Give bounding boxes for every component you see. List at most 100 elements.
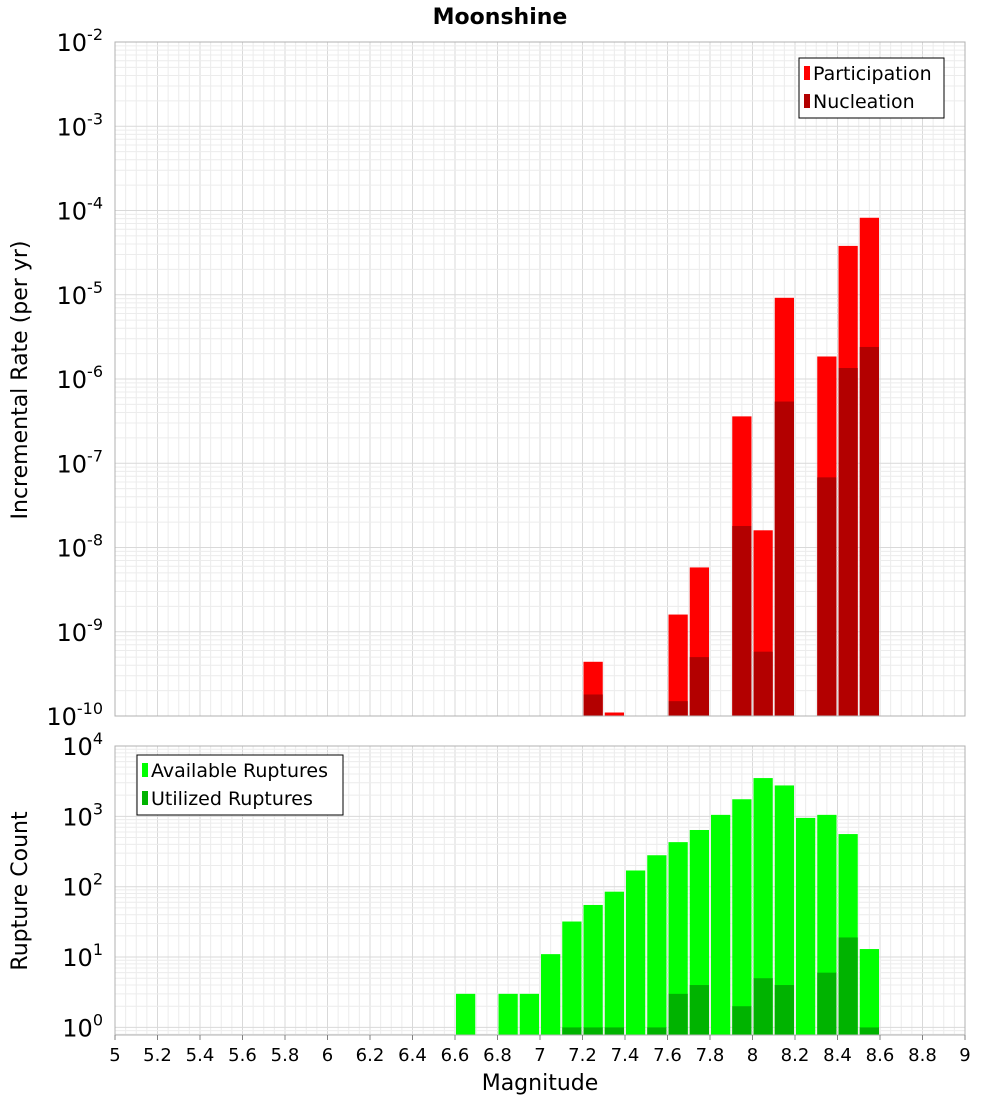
- x-tick-label: 6: [322, 1045, 333, 1066]
- y-tick-label: 10-6: [57, 362, 104, 394]
- bar: [753, 778, 773, 1035]
- x-tick-label: 5: [109, 1045, 120, 1066]
- x-tick-label: 5.4: [186, 1045, 215, 1066]
- bar: [753, 651, 773, 716]
- bar: [774, 985, 794, 1035]
- bar: [604, 712, 624, 716]
- bar: [838, 368, 858, 716]
- bar: [859, 1027, 879, 1035]
- x-tick-label: 5.8: [271, 1045, 300, 1066]
- y-tick-label: 10-3: [57, 109, 104, 141]
- y-axis-label: Rupture Count: [8, 811, 33, 971]
- x-tick-label: 8.6: [866, 1045, 895, 1066]
- bar: [668, 614, 688, 716]
- x-tick-label: 5.6: [228, 1045, 257, 1066]
- bar: [668, 842, 688, 1035]
- bar: [562, 921, 582, 1035]
- x-tick-label: 7.6: [653, 1045, 682, 1066]
- bars: [583, 217, 879, 717]
- x-axis-label: Magnitude: [482, 1071, 599, 1096]
- y-tick-exponent: 1: [93, 940, 103, 959]
- x-tick-label: 7.4: [611, 1045, 640, 1066]
- bar: [711, 814, 731, 1035]
- bar: [562, 1027, 582, 1035]
- bar: [604, 891, 624, 1035]
- plot-border: [114, 41, 966, 717]
- y-tick-base: 10: [57, 450, 88, 478]
- y-tick-exponent: -6: [87, 362, 103, 381]
- legend-swatch: [804, 94, 810, 108]
- y-tick-exponent: 3: [93, 799, 103, 818]
- y-tick-exponent: -4: [87, 194, 103, 213]
- y-tick-label: 101: [62, 940, 103, 972]
- legend-swatch: [804, 66, 810, 80]
- bar: [732, 799, 752, 1035]
- legend: Available Ruptures Utilized Ruptures: [136, 754, 344, 816]
- bar: [732, 525, 752, 716]
- y-tick-exponent: -5: [87, 278, 103, 297]
- bar: [604, 1027, 624, 1035]
- x-tick-label: 9: [959, 1045, 970, 1066]
- y-tick-base: 10: [62, 1014, 93, 1042]
- legend-label: Participation: [813, 63, 932, 85]
- y-tick-label: 102: [62, 870, 103, 902]
- legend: Participation Nucleation: [798, 57, 945, 119]
- x-tick-label: 7: [534, 1045, 545, 1066]
- x-tick-label: 8: [747, 1045, 758, 1066]
- legend-label: Nucleation: [813, 91, 915, 113]
- y-tick-label: 10-10: [46, 699, 103, 731]
- y-tick-exponent: -7: [87, 446, 103, 465]
- x-tick-label: 6.6: [441, 1045, 470, 1066]
- y-tick-base: 10: [57, 198, 88, 226]
- y-tick-exponent: -9: [87, 615, 103, 634]
- y-axis-label: Incremental Rate (per yr): [8, 241, 33, 520]
- y-tick-base: 10: [62, 874, 93, 902]
- chart-title: Moonshine: [433, 5, 568, 30]
- y-tick-label: 10-7: [57, 446, 104, 478]
- y-tick-base: 10: [57, 113, 88, 141]
- bar: [689, 985, 709, 1035]
- bar: [774, 401, 794, 716]
- y-tick-label: 10-4: [57, 194, 104, 226]
- y-tick-label: 104: [62, 729, 103, 761]
- x-tick-label: 8.4: [823, 1045, 852, 1066]
- bar: [732, 1006, 752, 1035]
- bars: [456, 778, 879, 1035]
- bar: [583, 1027, 603, 1035]
- y-tick-label: 100: [62, 1010, 103, 1042]
- bar: [668, 701, 688, 716]
- bar: [498, 993, 518, 1035]
- y-tick-base: 10: [57, 619, 88, 647]
- y-tick-base: 10: [62, 944, 93, 972]
- y-tick-base: 10: [62, 803, 93, 831]
- y-tick-label: 10-9: [57, 615, 104, 647]
- y-tick-exponent: -2: [87, 25, 103, 44]
- bar: [774, 785, 794, 1035]
- y-tick-base: 10: [57, 535, 88, 563]
- x-tick-label: 8.2: [781, 1045, 810, 1066]
- y-tick-base: 10: [57, 29, 88, 57]
- series-secondary: [562, 937, 879, 1035]
- x-tick-label: 6.8: [483, 1045, 512, 1066]
- bar: [689, 657, 709, 716]
- x-tick-label: 7.8: [696, 1045, 725, 1066]
- rate-panel: 10-1010-910-810-710-610-510-410-310-2Inc…: [8, 25, 966, 731]
- y-tick-exponent: -3: [87, 109, 103, 128]
- legend-box: [798, 57, 945, 119]
- x-tick-label: 5.2: [143, 1045, 172, 1066]
- bar: [541, 954, 561, 1035]
- bar: [859, 346, 879, 716]
- legend-box: [136, 754, 344, 816]
- bar: [796, 817, 816, 1035]
- series-secondary: [583, 346, 879, 716]
- y-tick-label: 10-8: [57, 531, 104, 563]
- y-tick-label: 103: [62, 799, 103, 831]
- y-tick-exponent: -10: [77, 699, 103, 718]
- y-tick-exponent: 0: [93, 1010, 103, 1029]
- bar: [583, 904, 603, 1035]
- y-tick-base: 10: [62, 733, 93, 761]
- bar: [583, 694, 603, 716]
